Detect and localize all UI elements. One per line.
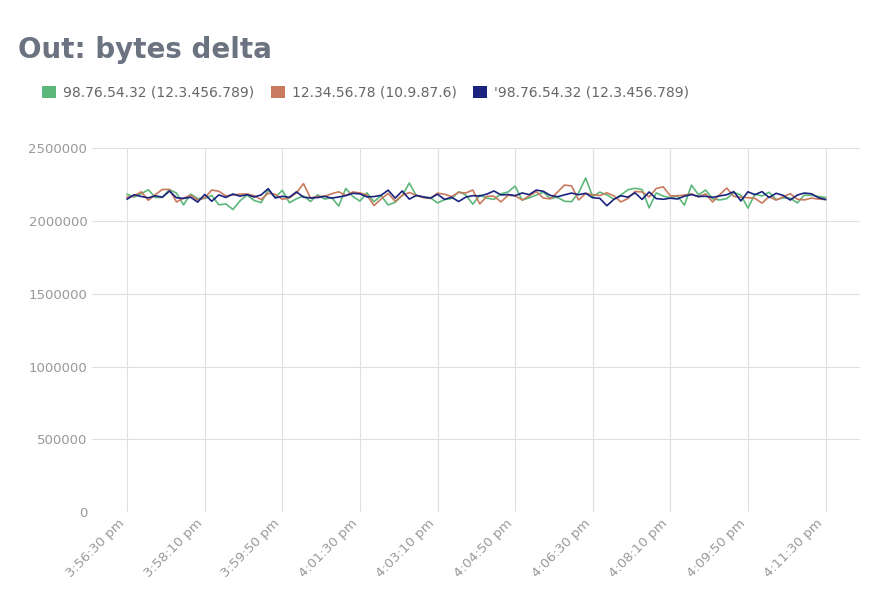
- 98.76.54.32 (12.3.456.789): [262, 187, 273, 194]
- Text: Out: bytes delta: Out: bytes delta: [18, 36, 271, 64]
- '98.76.54.32 (12.3.456.789): [777, 191, 788, 199]
- 12.34.56.78 (10.9.87.6): [819, 196, 830, 203]
- 12.34.56.78 (10.9.87.6): [122, 193, 132, 201]
- 12.34.56.78 (10.9.87.6): [496, 198, 506, 205]
- 12.34.56.78 (10.9.87.6): [552, 188, 562, 196]
- Legend: 98.76.54.32 (12.3.456.789), 12.34.56.78 (10.9.87.6), '98.76.54.32 (12.3.456.789): 98.76.54.32 (12.3.456.789), 12.34.56.78 …: [42, 85, 688, 100]
- 12.34.56.78 (10.9.87.6): [777, 193, 788, 201]
- '98.76.54.32 (12.3.456.789): [291, 188, 302, 196]
- '98.76.54.32 (12.3.456.789): [798, 190, 809, 197]
- '98.76.54.32 (12.3.456.789): [545, 191, 555, 199]
- 12.34.56.78 (10.9.87.6): [798, 196, 809, 204]
- '98.76.54.32 (12.3.456.789): [262, 185, 273, 192]
- '98.76.54.32 (12.3.456.789): [819, 196, 830, 203]
- 98.76.54.32 (12.3.456.789): [798, 191, 809, 199]
- '98.76.54.32 (12.3.456.789): [601, 202, 611, 209]
- Line: '98.76.54.32 (12.3.456.789): '98.76.54.32 (12.3.456.789): [127, 188, 824, 205]
- 98.76.54.32 (12.3.456.789): [777, 195, 788, 202]
- 12.34.56.78 (10.9.87.6): [284, 195, 295, 202]
- 12.34.56.78 (10.9.87.6): [255, 196, 266, 203]
- 98.76.54.32 (12.3.456.789): [545, 195, 555, 202]
- 98.76.54.32 (12.3.456.789): [819, 194, 830, 201]
- 98.76.54.32 (12.3.456.789): [122, 191, 132, 198]
- '98.76.54.32 (12.3.456.789): [488, 187, 499, 195]
- Line: 12.34.56.78 (10.9.87.6): 12.34.56.78 (10.9.87.6): [127, 184, 824, 205]
- 12.34.56.78 (10.9.87.6): [298, 180, 309, 187]
- 98.76.54.32 (12.3.456.789): [227, 206, 238, 213]
- 98.76.54.32 (12.3.456.789): [488, 196, 499, 203]
- 98.76.54.32 (12.3.456.789): [291, 195, 302, 202]
- '98.76.54.32 (12.3.456.789): [122, 196, 132, 203]
- Line: 98.76.54.32 (12.3.456.789): 98.76.54.32 (12.3.456.789): [127, 178, 824, 210]
- 98.76.54.32 (12.3.456.789): [580, 175, 590, 182]
- 12.34.56.78 (10.9.87.6): [368, 202, 379, 209]
- '98.76.54.32 (12.3.456.789): [255, 191, 266, 199]
